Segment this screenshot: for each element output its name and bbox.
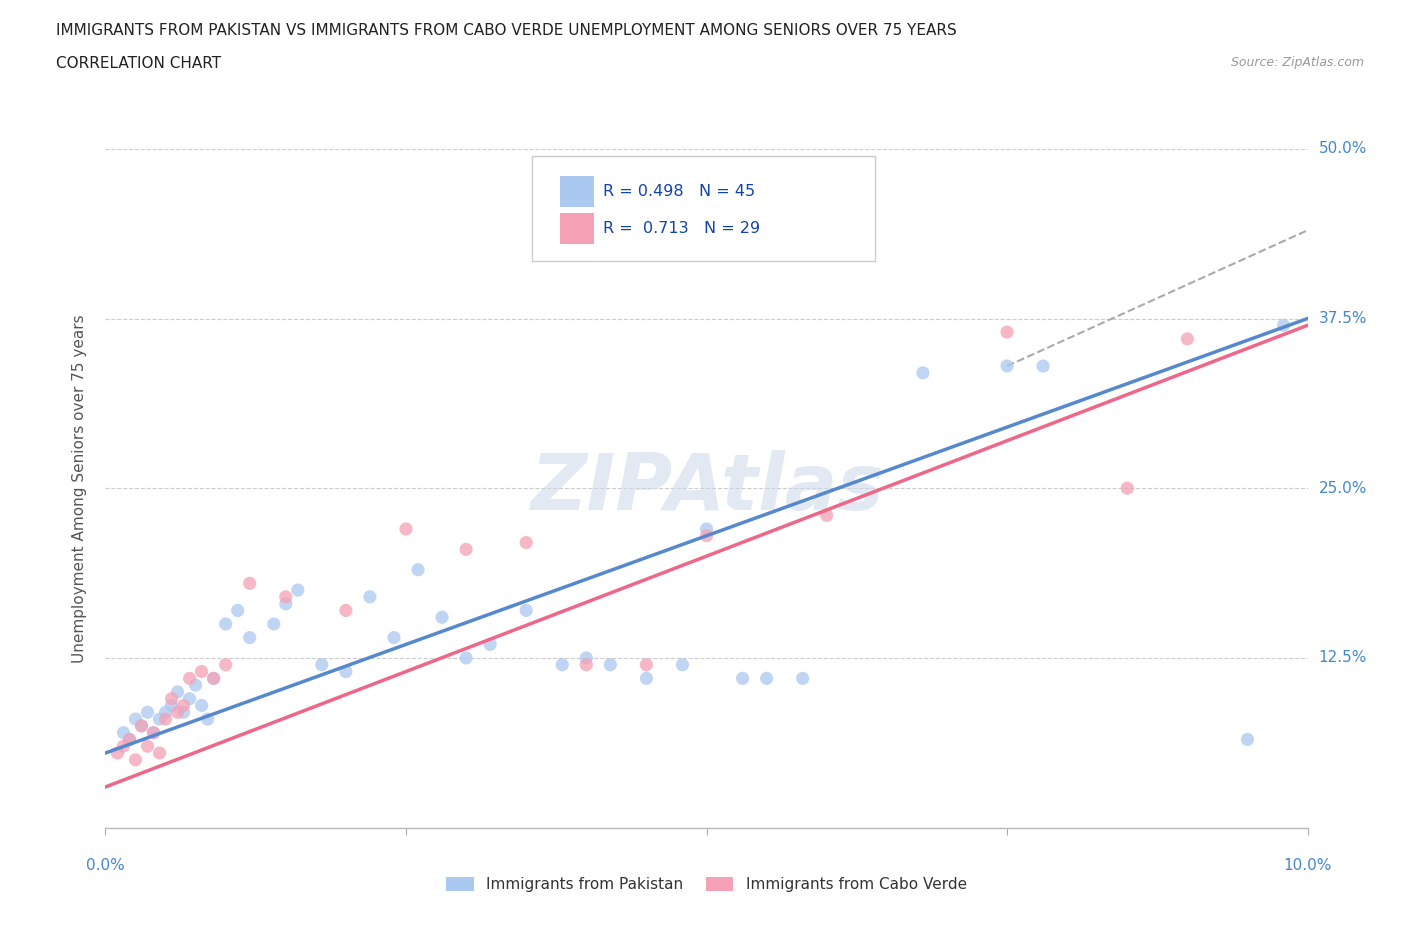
- Text: 50.0%: 50.0%: [1319, 141, 1367, 156]
- Point: [179, 691, 201, 706]
- Point: [214, 617, 236, 631]
- Text: 10.0%: 10.0%: [1284, 858, 1331, 873]
- Point: [815, 508, 838, 523]
- Text: R = 0.498   N = 45: R = 0.498 N = 45: [603, 184, 755, 199]
- Point: [155, 711, 177, 726]
- Point: [696, 522, 718, 537]
- Point: [551, 658, 574, 672]
- Point: [335, 603, 357, 618]
- Point: [359, 590, 381, 604]
- Point: [274, 596, 297, 611]
- Point: [515, 535, 537, 550]
- Point: [179, 671, 201, 685]
- Point: [239, 576, 262, 591]
- Text: Source: ZipAtlas.com: Source: ZipAtlas.com: [1230, 56, 1364, 69]
- Text: ZIPAtlas: ZIPAtlas: [530, 450, 883, 526]
- Point: [456, 651, 478, 666]
- Point: [636, 658, 658, 672]
- Point: [118, 732, 141, 747]
- Point: [263, 617, 285, 631]
- Point: [755, 671, 778, 685]
- Y-axis label: Unemployment Among Seniors over 75 years: Unemployment Among Seniors over 75 years: [72, 314, 87, 662]
- Point: [197, 711, 219, 726]
- Legend: Immigrants from Pakistan, Immigrants from Cabo Verde: Immigrants from Pakistan, Immigrants fro…: [440, 870, 973, 898]
- Point: [430, 610, 453, 625]
- Point: [112, 725, 135, 740]
- Point: [166, 705, 188, 720]
- Point: [731, 671, 754, 685]
- Point: [515, 603, 537, 618]
- Point: [636, 671, 658, 685]
- Point: [995, 359, 1018, 374]
- Point: [190, 698, 212, 713]
- FancyBboxPatch shape: [533, 155, 875, 260]
- Bar: [560, 213, 593, 244]
- Point: [131, 718, 153, 733]
- Point: [184, 678, 207, 693]
- Point: [226, 603, 249, 618]
- Point: [202, 671, 225, 685]
- Point: [118, 732, 141, 747]
- Point: [124, 752, 146, 767]
- Point: [382, 631, 405, 645]
- Point: [136, 738, 159, 753]
- Point: [131, 718, 153, 733]
- Point: [155, 705, 177, 720]
- Point: [1236, 732, 1258, 747]
- Point: [1175, 331, 1198, 346]
- Point: [1116, 481, 1139, 496]
- Point: [136, 705, 159, 720]
- Point: [148, 746, 170, 761]
- Point: [335, 664, 357, 679]
- Point: [239, 631, 262, 645]
- Text: 25.0%: 25.0%: [1319, 481, 1367, 496]
- Bar: [560, 176, 593, 206]
- Point: [287, 582, 309, 598]
- Point: [124, 711, 146, 726]
- Point: [274, 590, 297, 604]
- Point: [1032, 359, 1054, 374]
- Point: [575, 658, 598, 672]
- Text: 37.5%: 37.5%: [1319, 311, 1367, 326]
- Text: 12.5%: 12.5%: [1319, 650, 1367, 666]
- Point: [160, 698, 183, 713]
- Point: [173, 705, 195, 720]
- Text: CORRELATION CHART: CORRELATION CHART: [56, 56, 221, 71]
- Point: [202, 671, 225, 685]
- Point: [395, 522, 418, 537]
- Point: [112, 738, 135, 753]
- Point: [792, 671, 814, 685]
- Text: IMMIGRANTS FROM PAKISTAN VS IMMIGRANTS FROM CABO VERDE UNEMPLOYMENT AMONG SENIOR: IMMIGRANTS FROM PAKISTAN VS IMMIGRANTS F…: [56, 23, 957, 38]
- Point: [142, 725, 165, 740]
- Point: [214, 658, 236, 672]
- Point: [599, 658, 621, 672]
- Point: [406, 563, 429, 578]
- Point: [1272, 318, 1295, 333]
- Point: [311, 658, 333, 672]
- Point: [696, 528, 718, 543]
- Point: [160, 691, 183, 706]
- Point: [456, 542, 478, 557]
- Text: 0.0%: 0.0%: [86, 858, 125, 873]
- Point: [575, 651, 598, 666]
- Point: [479, 637, 502, 652]
- Point: [190, 664, 212, 679]
- Point: [148, 711, 170, 726]
- Point: [142, 725, 165, 740]
- Point: [166, 684, 188, 699]
- Point: [995, 325, 1018, 339]
- Point: [911, 365, 934, 380]
- Point: [671, 658, 693, 672]
- Point: [173, 698, 195, 713]
- Point: [107, 746, 129, 761]
- Text: R =  0.713   N = 29: R = 0.713 N = 29: [603, 221, 761, 236]
